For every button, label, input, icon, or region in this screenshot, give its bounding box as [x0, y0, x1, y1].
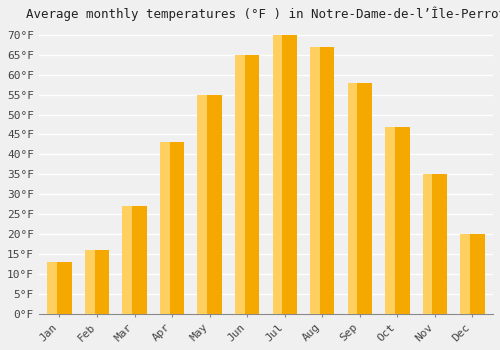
Bar	[85, 250, 109, 314]
Bar	[160, 142, 184, 314]
Bar	[48, 262, 57, 314]
Bar	[198, 94, 207, 314]
Bar	[385, 126, 395, 314]
Bar	[422, 174, 447, 314]
Bar	[460, 234, 470, 314]
Bar	[460, 234, 484, 314]
Bar	[272, 35, 297, 314]
Title: Average monthly temperatures (°F ) in Notre-Dame-de-l’Île-Perrot: Average monthly temperatures (°F ) in No…	[26, 7, 500, 21]
Bar	[310, 47, 320, 314]
Bar	[198, 94, 222, 314]
Bar	[422, 174, 432, 314]
Bar	[85, 250, 94, 314]
Bar	[48, 262, 72, 314]
Bar	[348, 83, 358, 314]
Bar	[160, 142, 170, 314]
Bar	[385, 126, 409, 314]
Bar	[272, 35, 282, 314]
Bar	[122, 206, 146, 314]
Bar	[235, 55, 260, 314]
Bar	[310, 47, 334, 314]
Bar	[235, 55, 244, 314]
Bar	[122, 206, 132, 314]
Bar	[348, 83, 372, 314]
